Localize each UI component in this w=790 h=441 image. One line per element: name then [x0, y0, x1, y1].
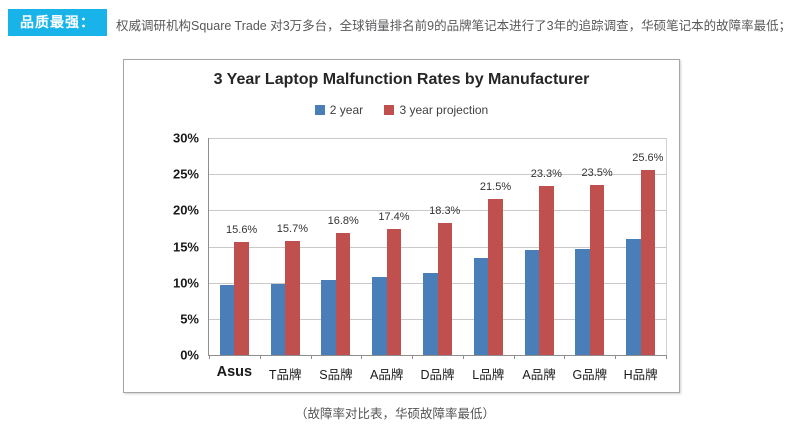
bar-3-year-projection [234, 242, 249, 355]
quality-badge: 品质最强： [8, 9, 107, 36]
bar-3-year-projection [437, 222, 452, 355]
bar-3-year-projection [640, 169, 656, 355]
x-axis-tick [209, 355, 210, 359]
y-axis-tick-label: 15% [172, 239, 199, 254]
bar-value-label: 23.5% [581, 167, 613, 180]
chart-frame: 3 Year Laptop Malfunction Rates by Manuf… [123, 59, 680, 393]
bar-3-year-projection [488, 199, 503, 355]
plot-area: 0% 5% 10% 15% 20% 25% 30% Asus 15.6% T品牌 15.7% S品牌 1… [173, 131, 667, 382]
bar-value-label: 25.6% [632, 151, 664, 164]
x-axis-tick [462, 355, 464, 359]
bar-value-label: 23.3% [530, 168, 562, 181]
bar-2-year [423, 272, 438, 355]
bar-3-year-projection [589, 185, 605, 355]
header-text: 权威调研机构Square Trade 对3万多台，全球销量排名前9的品牌笔记本进… [116, 19, 790, 33]
y-axis-tick-label: 5% [180, 311, 199, 327]
x-axis-tick [513, 355, 515, 359]
x-axis-tick [310, 355, 312, 359]
bar-value-label: 18.3% [429, 204, 461, 217]
x-axis-tick [412, 355, 414, 359]
bar-value-label: 21.5% [479, 181, 512, 194]
legend-item-3year: 3 year projection [384, 103, 488, 117]
legend-swatch-blue-icon [314, 105, 325, 115]
legend-swatch-red-icon [384, 105, 395, 115]
x-axis-category-label: L品牌 [472, 368, 505, 382]
bar-3-year-projection [335, 233, 351, 355]
bar-2-year [575, 248, 590, 355]
x-axis-tick [615, 355, 617, 359]
x-axis-category-label: G品牌 [572, 368, 608, 382]
x-axis-category-label: Asus [216, 364, 253, 380]
bar-2-year [524, 250, 540, 355]
bar-value-label: 16.8% [327, 215, 359, 228]
bar-2-year [372, 276, 387, 355]
y-axis-tick-label: 10% [172, 275, 199, 291]
chart-legend: 2 year 3 year projection [124, 103, 679, 117]
bar-3-year-projection [539, 186, 554, 355]
x-axis-tick [564, 355, 566, 359]
x-axis-category-label: A品牌 [370, 368, 404, 382]
legend-label-2year: 2 year [329, 103, 364, 117]
x-axis-category-label: A品牌 [522, 368, 556, 382]
y-axis-tick-label: 30% [172, 130, 199, 146]
bar-2-year [626, 239, 641, 355]
x-axis-category-label: S品牌 [319, 368, 353, 382]
x-axis-category-label: H品牌 [623, 368, 658, 382]
chart-title: 3 Year Laptop Malfunction Rates by Manuf… [213, 71, 590, 88]
y-axis-tick-label: 25% [172, 166, 199, 182]
bar-2-year [473, 258, 489, 355]
gridline [209, 174, 666, 176]
legend-label-3year: 3 year projection [399, 103, 489, 117]
x-axis-category-label: T品牌 [268, 368, 302, 382]
y-axis-tick-label: 0% [180, 347, 199, 363]
bar-2-year [321, 279, 336, 355]
bar-2-year [219, 284, 235, 355]
x-axis-tick [259, 355, 261, 359]
x-axis-tick [361, 355, 363, 359]
bar-3-year-projection [386, 229, 402, 355]
bar-value-label: 17.4% [378, 211, 410, 224]
gridline [209, 210, 666, 212]
bar-2-year [270, 284, 286, 355]
chart-caption: （故障率对比表，华硕故障率最低） [294, 407, 495, 421]
y-axis-tick-label: 20% [172, 202, 199, 218]
bar-3-year-projection [285, 241, 300, 355]
bar-value-label: 15.6% [226, 224, 258, 237]
x-axis-category-label: D品牌 [420, 368, 455, 382]
x-axis-tick [666, 355, 667, 359]
gridline [209, 138, 666, 139]
bar-value-label: 15.7% [276, 223, 309, 236]
legend-item-2year: 2 year [314, 103, 364, 117]
